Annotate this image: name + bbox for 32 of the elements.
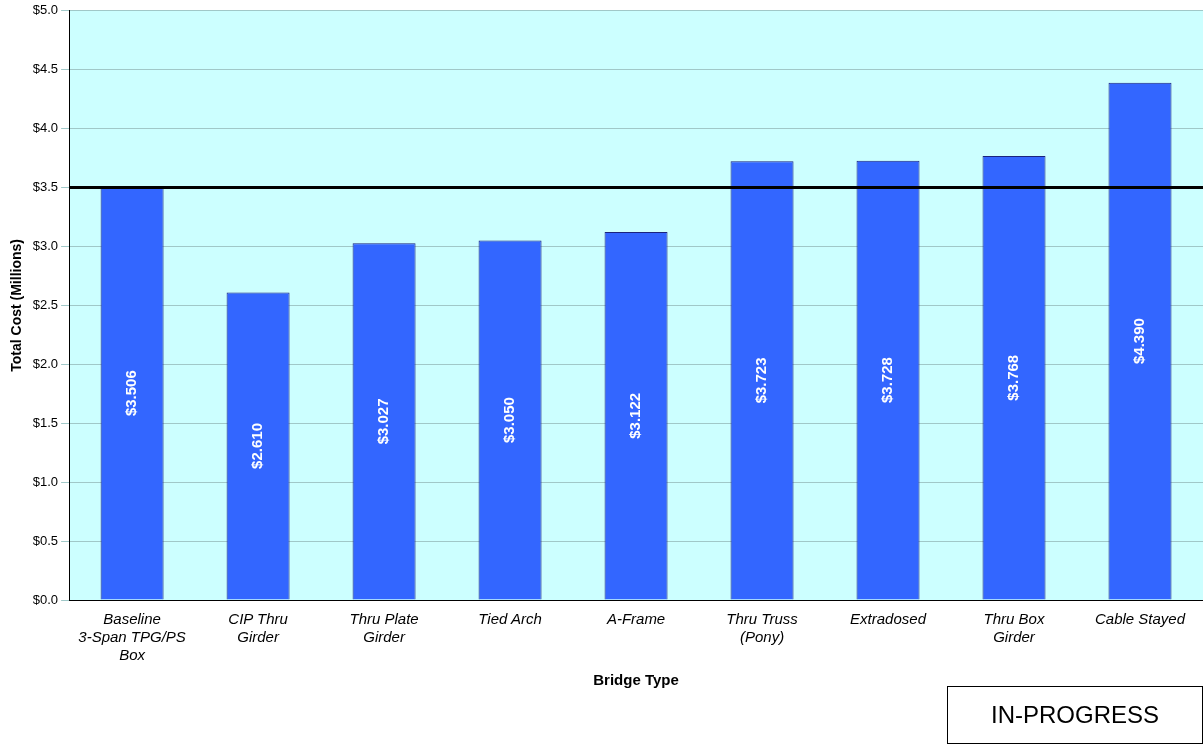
x-tick-label: Cable Stayed bbox=[1094, 610, 1186, 628]
y-tick-label: $1.5 bbox=[32, 414, 59, 430]
y-tick-label: $0.0 bbox=[32, 591, 59, 607]
y-tick-label: $4.5 bbox=[32, 61, 59, 77]
x-tick-label: Baseline 3-Span TPG/PS Box bbox=[78, 610, 186, 664]
y-tick-label: $2.5 bbox=[32, 296, 59, 312]
data-label: $3.027 bbox=[374, 398, 392, 445]
data-label: $3.728 bbox=[878, 357, 896, 404]
x-tick-label: Thru Plate Girder bbox=[349, 610, 419, 646]
y-tick-label: $4.0 bbox=[32, 120, 59, 136]
y-tick-label: $3.0 bbox=[32, 238, 59, 254]
y-axis-title: Total Cost (Millions) bbox=[8, 239, 25, 372]
data-label: $3.506 bbox=[122, 370, 140, 417]
text: IN-PROGRESS bbox=[947, 686, 1203, 744]
data-label: $3.768 bbox=[1004, 354, 1022, 401]
y-tick-label: $3.5 bbox=[32, 179, 59, 195]
data-label: $3.723 bbox=[752, 357, 770, 404]
data-label: $2.610 bbox=[248, 423, 266, 469]
x-tick-label: Extradosed bbox=[850, 610, 927, 628]
y-tick-label: $1.0 bbox=[32, 473, 59, 489]
x-axis-title: Bridge Type bbox=[593, 671, 679, 689]
data-label: $3.122 bbox=[626, 392, 644, 439]
x-tick-label: Thru Box Girder bbox=[983, 610, 1045, 646]
data-label: $4.390 bbox=[1130, 318, 1148, 365]
y-tick-label: $2.0 bbox=[32, 355, 59, 371]
y-tick-label: $0.5 bbox=[32, 532, 59, 548]
x-tick-label: Thru Truss (Pony) bbox=[726, 610, 799, 646]
data-label: $3.050 bbox=[500, 397, 518, 443]
y-tick-label: $5.0 bbox=[32, 2, 59, 18]
x-tick-label: Tied Arch bbox=[478, 610, 542, 628]
x-tick-label: CIP Thru Girder bbox=[228, 610, 289, 646]
x-tick-label: A-Frame bbox=[605, 610, 666, 628]
